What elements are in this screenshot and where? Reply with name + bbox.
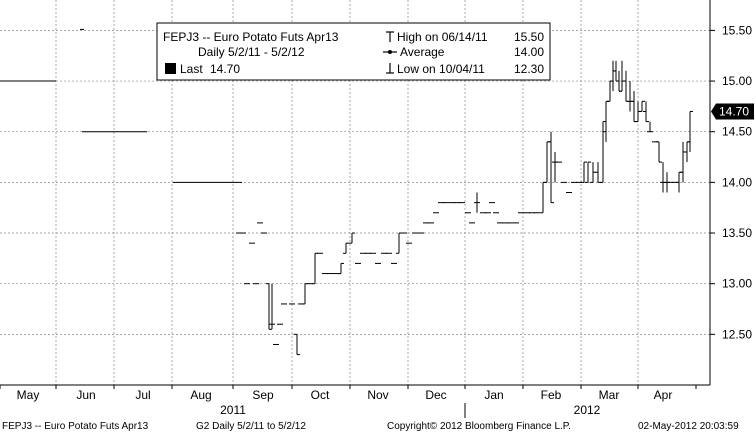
last-price-tag-text: 14.70 [719, 104, 749, 118]
y-tick-label: 15.50 [722, 23, 752, 37]
legend-last-value: 14.70 [210, 62, 240, 76]
x-tick-label: Feb [541, 388, 562, 402]
price-bars [0, 28, 693, 356]
x-tick-label: Oct [311, 388, 330, 402]
legend-box: FEPJ3 -- Euro Potato Futs Apr13 Daily 5/… [156, 22, 551, 81]
x-tick-label: May [17, 388, 40, 402]
footer-range: G2 Daily 5/2/11 to 5/2/12 [196, 421, 306, 432]
legend-low-label: Low on 10/04/11 [397, 62, 485, 76]
legend-title: FEPJ3 -- Euro Potato Futs Apr13 [163, 30, 339, 44]
legend-last-label: Last [180, 62, 203, 76]
chart-axes: 12.50 13.00 13.50 14.00 14.50 15.00 15.50 May Ju… [0, 0, 752, 418]
y-tick-label: 12.50 [722, 327, 752, 341]
legend-high-value: 15.50 [514, 30, 544, 44]
last-price-tag: 14.70 [711, 103, 754, 120]
y-tick-label: 13.50 [722, 226, 752, 240]
y-tick-label: 13.00 [722, 277, 752, 291]
footer-bar: FEPJ3 -- Euro Potato Futs Apr13 G2 Daily… [0, 418, 756, 436]
x-tick-label: Sep [252, 388, 274, 402]
x-year-label: 2011 [220, 403, 246, 417]
y-tick-label: 14.50 [722, 125, 752, 139]
legend-average-value: 14.00 [514, 45, 544, 59]
x-tick-label: Jun [76, 388, 95, 402]
x-tick-label: Nov [367, 388, 388, 402]
footer-timestamp: 02-May-2012 20:03:59 [638, 421, 739, 432]
legend-average-label: Average [400, 45, 445, 59]
footer-copyright: Copyright© 2012 Bloomberg Finance L.P. [387, 421, 571, 432]
last-swatch [165, 63, 176, 74]
y-tick-label: 14.00 [722, 175, 752, 189]
legend-subtitle: Daily 5/2/11 - 5/2/12 [198, 45, 305, 59]
x-tick-label: Jan [484, 388, 503, 402]
price-chart: 12.50 13.00 13.50 14.00 14.50 15.00 15.50 May Ju… [0, 0, 754, 418]
x-tick-label: Dec [425, 388, 446, 402]
y-tick-label: 15.00 [722, 74, 752, 88]
average-marker-icon [383, 50, 397, 54]
high-marker-icon [386, 31, 394, 42]
footer-security: FEPJ3 -- Euro Potato Futs Apr13 [2, 421, 149, 432]
legend-high-label: High on 06/14/11 [397, 30, 488, 44]
x-year-label: 2012 [574, 403, 601, 417]
x-tick-label: Apr [654, 388, 673, 402]
legend-low-value: 12.30 [514, 62, 544, 76]
x-tick-label: Aug [190, 388, 211, 402]
low-marker-icon [386, 63, 394, 74]
x-tick-label: Mar [599, 388, 620, 402]
x-tick-label: Jul [135, 388, 150, 402]
